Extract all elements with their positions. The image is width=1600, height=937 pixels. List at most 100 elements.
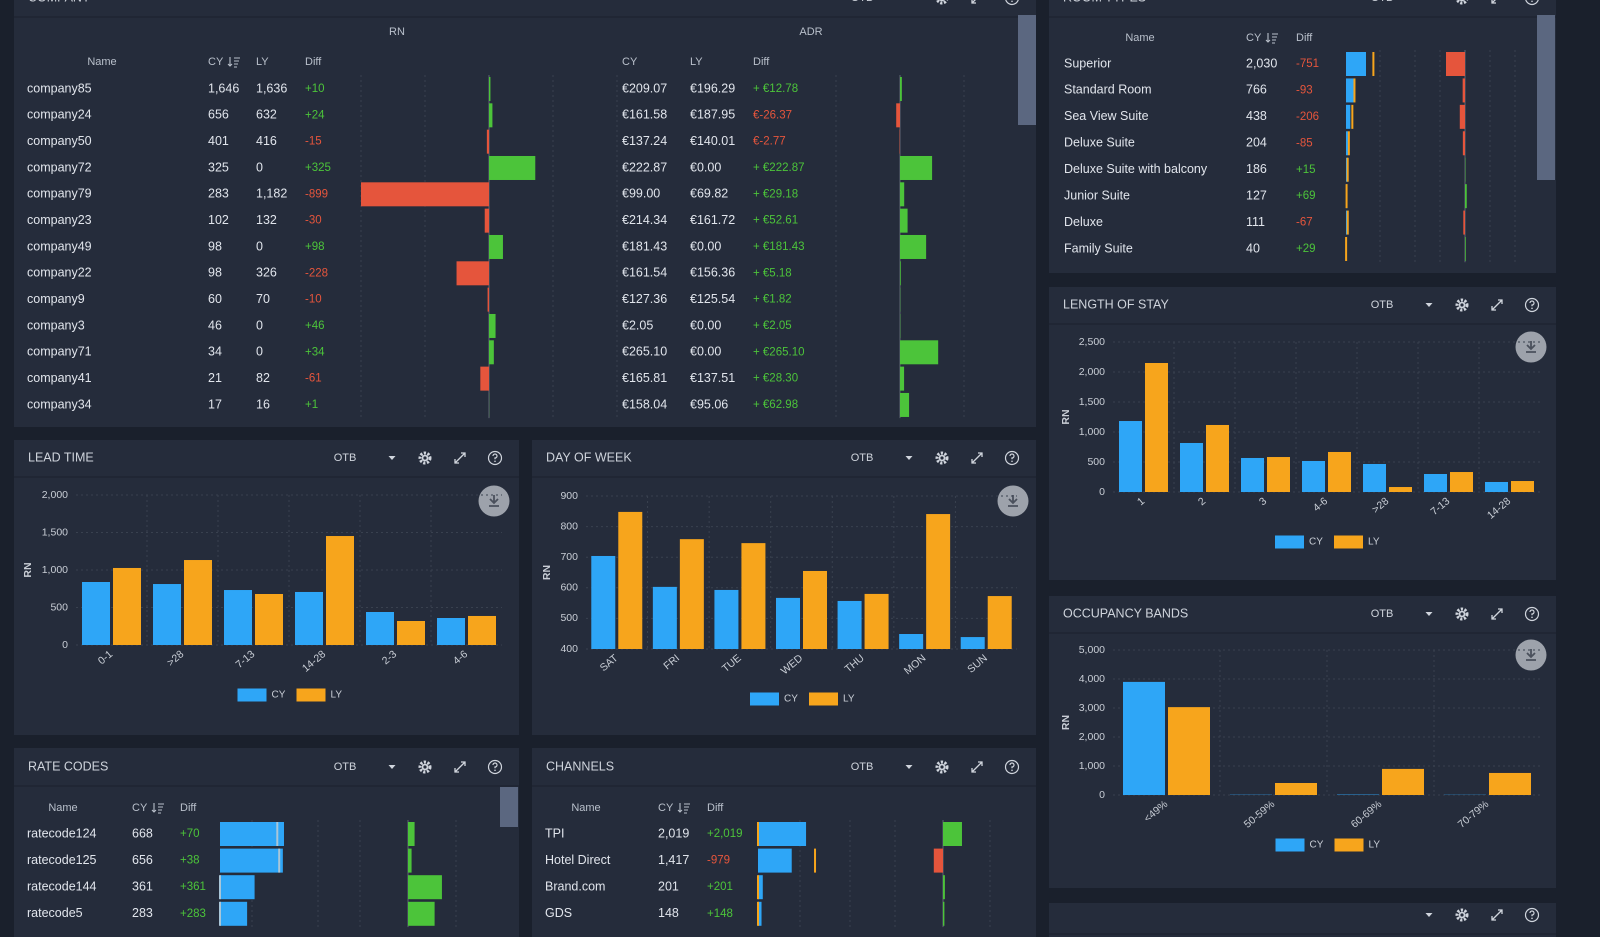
legend-label[interactable]: LY <box>331 690 343 701</box>
expand-icon[interactable] <box>454 452 466 464</box>
toolbar-label[interactable]: OTB <box>1371 299 1394 311</box>
dropdown-caret[interactable] <box>1425 303 1433 307</box>
legend-swatch[interactable] <box>1275 838 1305 852</box>
scrollbar-thumb[interactable] <box>500 787 518 827</box>
y-tick-label: 2,000 <box>1079 731 1105 743</box>
settings-icon[interactable] <box>935 451 949 465</box>
diff-cell: +24 <box>305 109 325 121</box>
table-cell: €0.00 <box>690 239 721 253</box>
bar <box>437 618 465 645</box>
help-icon[interactable] <box>1524 907 1540 923</box>
sort-icon[interactable] <box>1265 33 1278 44</box>
diff-bar <box>360 182 489 207</box>
toolbar-label[interactable]: OTB <box>851 761 874 773</box>
table-cell: 2,030 <box>1246 56 1277 70</box>
legend-swatch[interactable] <box>1275 535 1304 549</box>
sort-icon[interactable] <box>151 803 164 814</box>
panel-title: LENGTH OF STAY <box>1063 297 1169 311</box>
help-icon-mark <box>1529 609 1535 616</box>
toolbar-label[interactable]: OTB <box>1371 0 1394 4</box>
diff-cell: -15 <box>305 136 322 148</box>
y-tick-label: 800 <box>560 520 578 532</box>
help-icon[interactable] <box>1005 0 1019 6</box>
help-icon[interactable] <box>487 759 503 775</box>
help-icon[interactable] <box>1524 297 1540 313</box>
settings-icon[interactable] <box>1455 908 1469 922</box>
legend-label[interactable]: LY <box>1369 840 1381 851</box>
settings-icon[interactable] <box>418 451 432 465</box>
legend-swatch[interactable] <box>1334 535 1363 549</box>
group-header: ADR <box>799 26 822 38</box>
legend-label[interactable]: LY <box>843 694 855 705</box>
scrollbar-thumb[interactable] <box>1018 15 1036 125</box>
settings-icon[interactable] <box>418 760 432 774</box>
expand-icon[interactable] <box>1491 0 1502 4</box>
table-cell: 283 <box>208 187 229 201</box>
sort-icon[interactable] <box>227 57 240 68</box>
settings-icon[interactable] <box>935 0 949 5</box>
legend-swatch[interactable] <box>1334 838 1364 852</box>
legend-swatch[interactable] <box>296 688 326 702</box>
table-cell: company79 <box>27 187 92 201</box>
help-icon[interactable] <box>1004 450 1020 466</box>
table-cell: 1,646 <box>208 81 239 95</box>
diff-cell: -206 <box>1296 111 1319 123</box>
dropdown-caret[interactable] <box>388 456 396 460</box>
table-cell: 325 <box>208 160 229 174</box>
table-cell: 111 <box>1246 215 1265 229</box>
bar <box>1275 782 1317 795</box>
help-icon[interactable] <box>1524 606 1540 622</box>
settings-icon[interactable] <box>1455 607 1469 621</box>
dropdown-caret[interactable] <box>905 456 913 460</box>
help-icon[interactable] <box>1525 0 1539 6</box>
diff-bar <box>900 340 939 365</box>
table-cell: Superior <box>1064 56 1111 70</box>
table-cell: €156.36 <box>690 266 735 280</box>
legend-swatch[interactable] <box>809 692 838 706</box>
help-icon[interactable] <box>1004 759 1020 775</box>
dropdown-caret[interactable] <box>1425 913 1433 917</box>
bar <box>1206 424 1229 492</box>
diff-bar <box>489 103 493 128</box>
diff-bar <box>484 208 489 233</box>
diff-cell: +325 <box>305 162 331 174</box>
expand-icon[interactable] <box>971 452 983 464</box>
expand-icon[interactable] <box>1491 299 1503 311</box>
toolbar-label[interactable]: OTB <box>1371 608 1394 620</box>
diff-cell: + €62.98 <box>753 399 798 411</box>
expand-icon[interactable] <box>1491 909 1503 921</box>
diff-bar <box>489 155 536 180</box>
dropdown-caret[interactable] <box>388 765 396 769</box>
diff-cell: + €2.05 <box>753 320 792 332</box>
toolbar-label[interactable]: OTB <box>851 0 874 4</box>
legend-swatch[interactable] <box>750 692 779 706</box>
settings-icon[interactable] <box>1455 298 1469 312</box>
expand-icon[interactable] <box>1491 608 1503 620</box>
toolbar-label[interactable]: OTB <box>851 452 874 464</box>
table-cell: 98 <box>208 266 222 280</box>
legend-label[interactable]: CY <box>272 690 286 701</box>
expand-icon[interactable] <box>971 761 983 773</box>
expand-icon[interactable] <box>454 761 466 773</box>
toolbar-label[interactable]: OTB <box>334 452 357 464</box>
expand-icon[interactable] <box>971 0 982 4</box>
help-icon[interactable] <box>487 450 503 466</box>
table-cell: 283 <box>132 906 153 920</box>
toolbar-label[interactable]: OTB <box>334 761 357 773</box>
settings-icon[interactable] <box>935 760 949 774</box>
legend-swatch[interactable] <box>237 688 267 702</box>
dropdown-caret[interactable] <box>1425 612 1433 616</box>
sort-icon[interactable] <box>677 803 690 814</box>
legend-label[interactable]: CY <box>784 694 798 705</box>
table-cell: €95.06 <box>690 397 728 411</box>
table-cell: €0.00 <box>690 160 721 174</box>
column-header: Name <box>87 56 116 68</box>
legend-label[interactable]: CY <box>1310 840 1324 851</box>
dropdown-caret[interactable] <box>905 765 913 769</box>
column-header: Diff <box>707 802 724 814</box>
legend-label[interactable]: LY <box>1368 537 1380 548</box>
legend-label[interactable]: CY <box>1309 537 1323 548</box>
settings-icon[interactable] <box>1455 0 1469 5</box>
scrollbar-thumb[interactable] <box>1537 15 1555 180</box>
y-tick-label: 900 <box>560 490 578 502</box>
